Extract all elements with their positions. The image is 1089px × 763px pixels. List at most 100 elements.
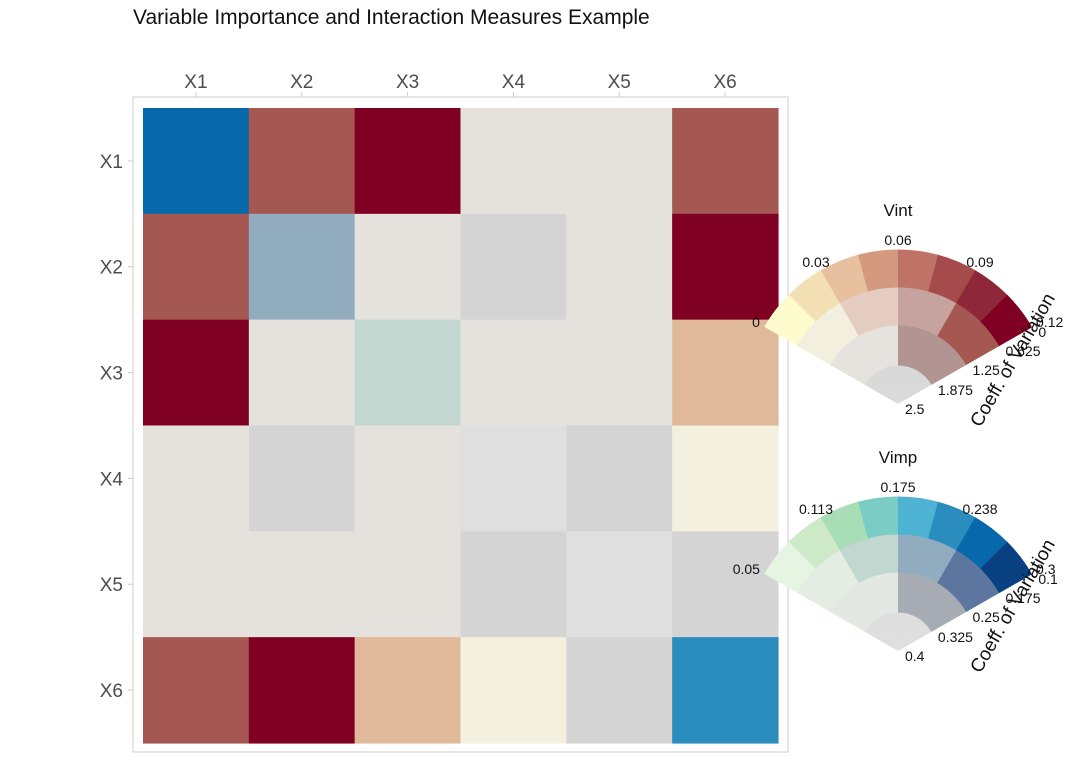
heatmap-cell-x2-x2 [248, 213, 356, 321]
legend-swatch [867, 534, 899, 576]
legend-swatch [928, 501, 976, 551]
heatmap-cell-x4-x4 [460, 425, 567, 532]
y-tick-label: X4 [100, 469, 124, 490]
legend-cv-label: 1.25 [973, 362, 1000, 378]
x-axis: X1 X2 X3 X4 X5 X6 [184, 72, 737, 97]
heatmap-cell-x1-x5 [566, 108, 673, 215]
heatmap-cell-x2-x6 [672, 213, 779, 321]
legend-swatch [820, 501, 869, 551]
legend-swatch [815, 549, 860, 596]
heatmap-cell-x5-x5 [566, 531, 673, 638]
legend-swatch [898, 572, 919, 615]
heatmap-cell-x5-x6 [672, 531, 779, 638]
vimp-legend: Vimp0.050.1130.1750.2380.30.10.1750.250.… [733, 448, 1060, 677]
legend-swatch [820, 254, 869, 304]
legend-swatch [956, 270, 1008, 323]
legend-swatch [907, 575, 938, 619]
legend-swatch [839, 538, 879, 584]
heatmap-cell-x4-x6 [672, 425, 779, 532]
legend-swatch [830, 348, 872, 385]
legend-swatch [878, 613, 898, 651]
x-tick-label: X6 [713, 72, 736, 93]
heatmap-cell-x2-x5 [566, 213, 673, 321]
heatmap-cell-x6-x3 [354, 637, 462, 744]
heatmap-cell-x3-x1 [143, 319, 250, 427]
legend-value-label: 0.3 [1036, 561, 1056, 577]
legend-swatch [842, 582, 880, 625]
heatmap-cells [143, 108, 779, 744]
legend-swatch [918, 291, 957, 337]
heatmap-cell-x5-x2 [248, 531, 356, 638]
x-tick-label: X2 [290, 72, 313, 93]
legend-swatch [918, 538, 957, 584]
heatmap-cell-x4-x1 [143, 425, 250, 532]
legend-title: Vint [884, 201, 913, 220]
heatmap-cell-x6-x4 [460, 637, 567, 744]
legend-cv-label: 0.175 [1005, 590, 1040, 606]
legend-title: Vimp [879, 448, 917, 467]
legend-swatch [864, 376, 898, 404]
legend-swatch [830, 595, 872, 632]
legend-swatch [870, 370, 898, 404]
legend-swatch [917, 583, 954, 625]
y-tick-label: X3 [100, 364, 123, 385]
legend-swatch [858, 328, 889, 372]
x-tick-label: X1 [184, 72, 207, 93]
heatmap-cell-x3-x4 [460, 319, 567, 427]
heatmap-cell-x2-x4 [460, 213, 567, 321]
legend-value-label: 0.06 [884, 232, 911, 248]
legend-swatch [870, 617, 898, 651]
legend-swatch [858, 575, 889, 619]
heatmap-cell-x2-x1 [143, 213, 250, 321]
heatmap-cell-x5-x1 [143, 531, 250, 638]
legend-swatch [980, 294, 1033, 347]
legend-swatch [898, 623, 932, 651]
legend-swatch [864, 623, 898, 651]
legend-value-label: 0.12 [1036, 314, 1063, 330]
heatmap-cell-x3-x6 [672, 319, 779, 427]
heatmap-cell-x4-x3 [354, 425, 462, 532]
heatmap-cell-x1-x3 [354, 108, 462, 215]
legend-cv-label: 0.25 [973, 609, 1000, 625]
legend-cv-label: 2.5 [905, 401, 925, 417]
y-tick-label: X1 [100, 152, 123, 173]
legend-swatch [924, 595, 967, 633]
heatmap-cell-x3-x5 [566, 319, 673, 427]
heatmap-cell-x1-x4 [460, 108, 567, 215]
legend-swatch [980, 541, 1033, 594]
legend-swatch [898, 366, 918, 404]
legend-swatch [788, 269, 841, 322]
heatmap-cell-x1-x6 [672, 108, 779, 215]
legend-swatch [888, 612, 899, 651]
legend-swatch [898, 376, 932, 404]
legend-cv-label: 0.625 [1005, 343, 1040, 359]
heatmap-cell-x5-x3 [354, 531, 462, 638]
legend-cv-label: 0.1 [1038, 571, 1058, 587]
legend-value-label: 0.238 [962, 501, 997, 517]
legend-value-label: 0.113 [799, 501, 833, 517]
legend-swatch [928, 254, 976, 304]
legend-swatch [858, 496, 899, 539]
legend-swatch [764, 294, 817, 346]
y-tick-label: X5 [100, 575, 123, 596]
legend-swatch [907, 328, 938, 372]
heatmap-cell-x3-x2 [248, 319, 356, 427]
heatmap-cell-x3-x3 [354, 319, 462, 427]
legend-swatch [877, 325, 899, 368]
heatmap-cell-x5-x4 [460, 531, 567, 638]
y-tick-label: X6 [100, 681, 123, 702]
legend-swatch [898, 617, 926, 651]
heatmap-cell-x1-x1 [143, 108, 250, 215]
chart-title: Variable Importance and Interaction Meas… [133, 6, 650, 29]
heatmap-cell-x6-x5 [566, 637, 673, 744]
legend-swatch [937, 303, 981, 350]
legend-swatch [867, 287, 899, 329]
heatmap-cell-x6-x6 [672, 637, 779, 744]
legend-swatch [797, 568, 844, 612]
x-tick-label: X3 [396, 72, 419, 93]
heatmap-cell-x1-x2 [248, 108, 356, 215]
legend-swatch [842, 335, 880, 378]
legend-cv-label: 0.4 [905, 648, 925, 664]
